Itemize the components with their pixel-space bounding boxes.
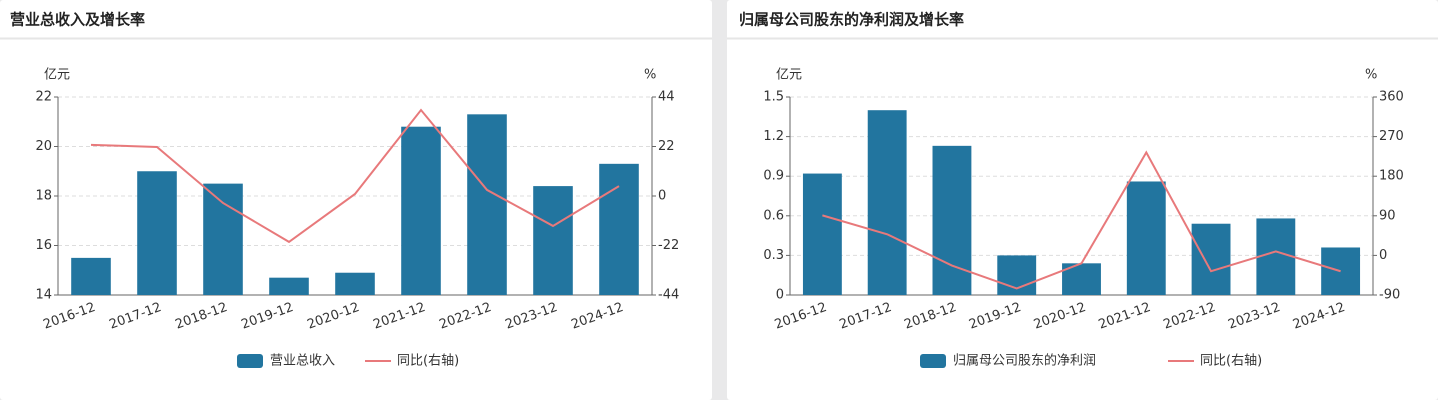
y-tick-label: 0.9 — [763, 169, 784, 184]
bar — [335, 272, 375, 295]
legend-label: 同比(右轴) — [397, 354, 459, 369]
y2-unit: % — [1365, 68, 1377, 83]
bar — [1191, 223, 1231, 295]
panel-title: 营业总收入及增长率 — [10, 11, 145, 29]
legend-swatch — [920, 354, 946, 368]
y-tick-label: 1.5 — [763, 90, 784, 105]
y-tick-label: 1.2 — [763, 129, 784, 144]
panel-title: 归属母公司股东的净利润及增长率 — [739, 11, 964, 29]
bar — [71, 257, 111, 295]
y-tick-label: 0.3 — [763, 248, 784, 263]
bar — [137, 171, 177, 295]
bar — [467, 114, 507, 295]
y2-tick-label: 0 — [658, 189, 666, 204]
line — [90, 108, 620, 244]
y2-tick-label: 270 — [1379, 129, 1404, 144]
panel — [0, 0, 712, 400]
bar — [1126, 181, 1166, 295]
y-tick-label: 0.6 — [763, 208, 784, 223]
y2-tick-label: 22 — [658, 139, 675, 154]
y2-tick-label: 44 — [658, 90, 675, 105]
bar — [401, 126, 441, 295]
y-tick-label: 18 — [35, 189, 52, 204]
y-tick-label: 16 — [35, 238, 52, 253]
y2-tick-label: -22 — [658, 238, 679, 253]
legend-label: 营业总收入 — [270, 354, 335, 369]
bar — [269, 277, 309, 295]
legend-label: 归属母公司股东的净利润 — [953, 353, 1096, 369]
legend-label: 同比(右轴) — [1200, 354, 1262, 369]
y-unit: 亿元 — [776, 68, 802, 83]
y2-tick-label: 90 — [1379, 208, 1396, 223]
line — [822, 150, 1341, 290]
bar — [867, 110, 907, 295]
y2-tick-label: 180 — [1379, 169, 1404, 184]
y2-tick-label: 360 — [1379, 90, 1404, 105]
y-tick-label: 0 — [776, 288, 784, 303]
y-tick-label: 20 — [35, 139, 52, 154]
y2-tick-label: -44 — [658, 288, 679, 303]
y2-tick-label: 0 — [1379, 248, 1387, 263]
bar — [203, 183, 243, 295]
bar — [1256, 218, 1296, 295]
legend-swatch — [237, 354, 263, 368]
bar — [802, 173, 842, 295]
bar — [932, 145, 972, 295]
y2-unit: % — [644, 68, 656, 83]
y-unit: 亿元 — [44, 68, 70, 83]
y2-tick-label: -90 — [1379, 288, 1400, 303]
panel — [727, 0, 1438, 400]
y-tick-label: 14 — [35, 288, 52, 303]
bar — [533, 186, 573, 295]
bar — [599, 163, 639, 295]
y-tick-label: 22 — [35, 90, 52, 105]
